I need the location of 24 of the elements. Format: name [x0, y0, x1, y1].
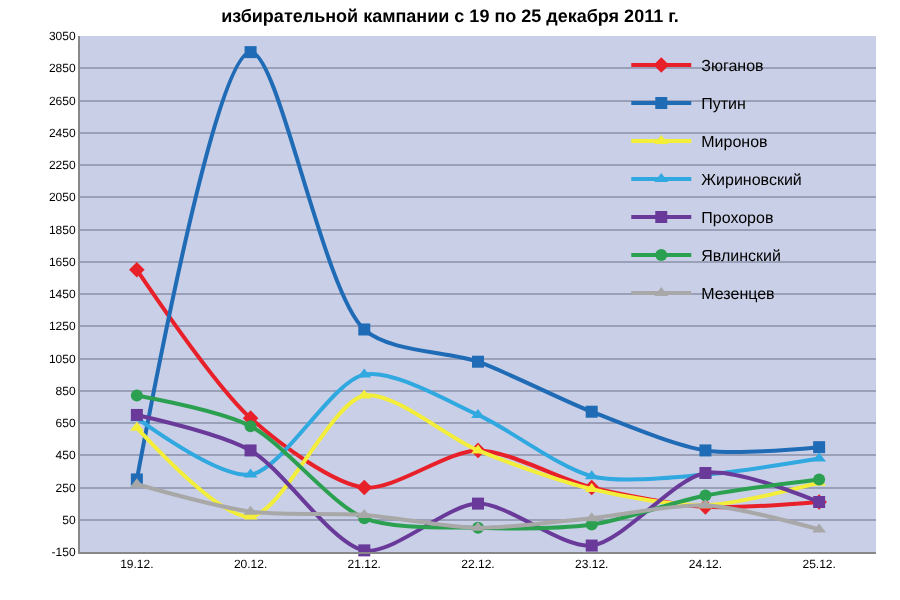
legend-label: Зюганов [701, 57, 764, 76]
point [244, 444, 257, 457]
point [699, 444, 712, 457]
point [358, 323, 371, 336]
point [472, 497, 484, 510]
point [356, 479, 373, 496]
point [471, 444, 485, 454]
legend-label: Явлинский [701, 247, 781, 266]
point [129, 262, 145, 278]
point [471, 408, 485, 418]
point [585, 405, 598, 418]
point [244, 420, 257, 433]
chart-title: избирательной кампании с 19 по 25 декабря 2011 г. [221, 5, 679, 26]
point [472, 355, 484, 368]
legend-label: Мезенцев [701, 285, 775, 304]
legend-label: Миронов [701, 133, 768, 152]
legend-label: Жириновский [701, 171, 802, 190]
point [585, 539, 598, 552]
legend-label: Путин [701, 95, 746, 114]
point [244, 46, 257, 59]
point [130, 389, 143, 402]
point [813, 441, 826, 454]
point [699, 489, 712, 502]
legend-label: Прохоров [701, 209, 774, 228]
